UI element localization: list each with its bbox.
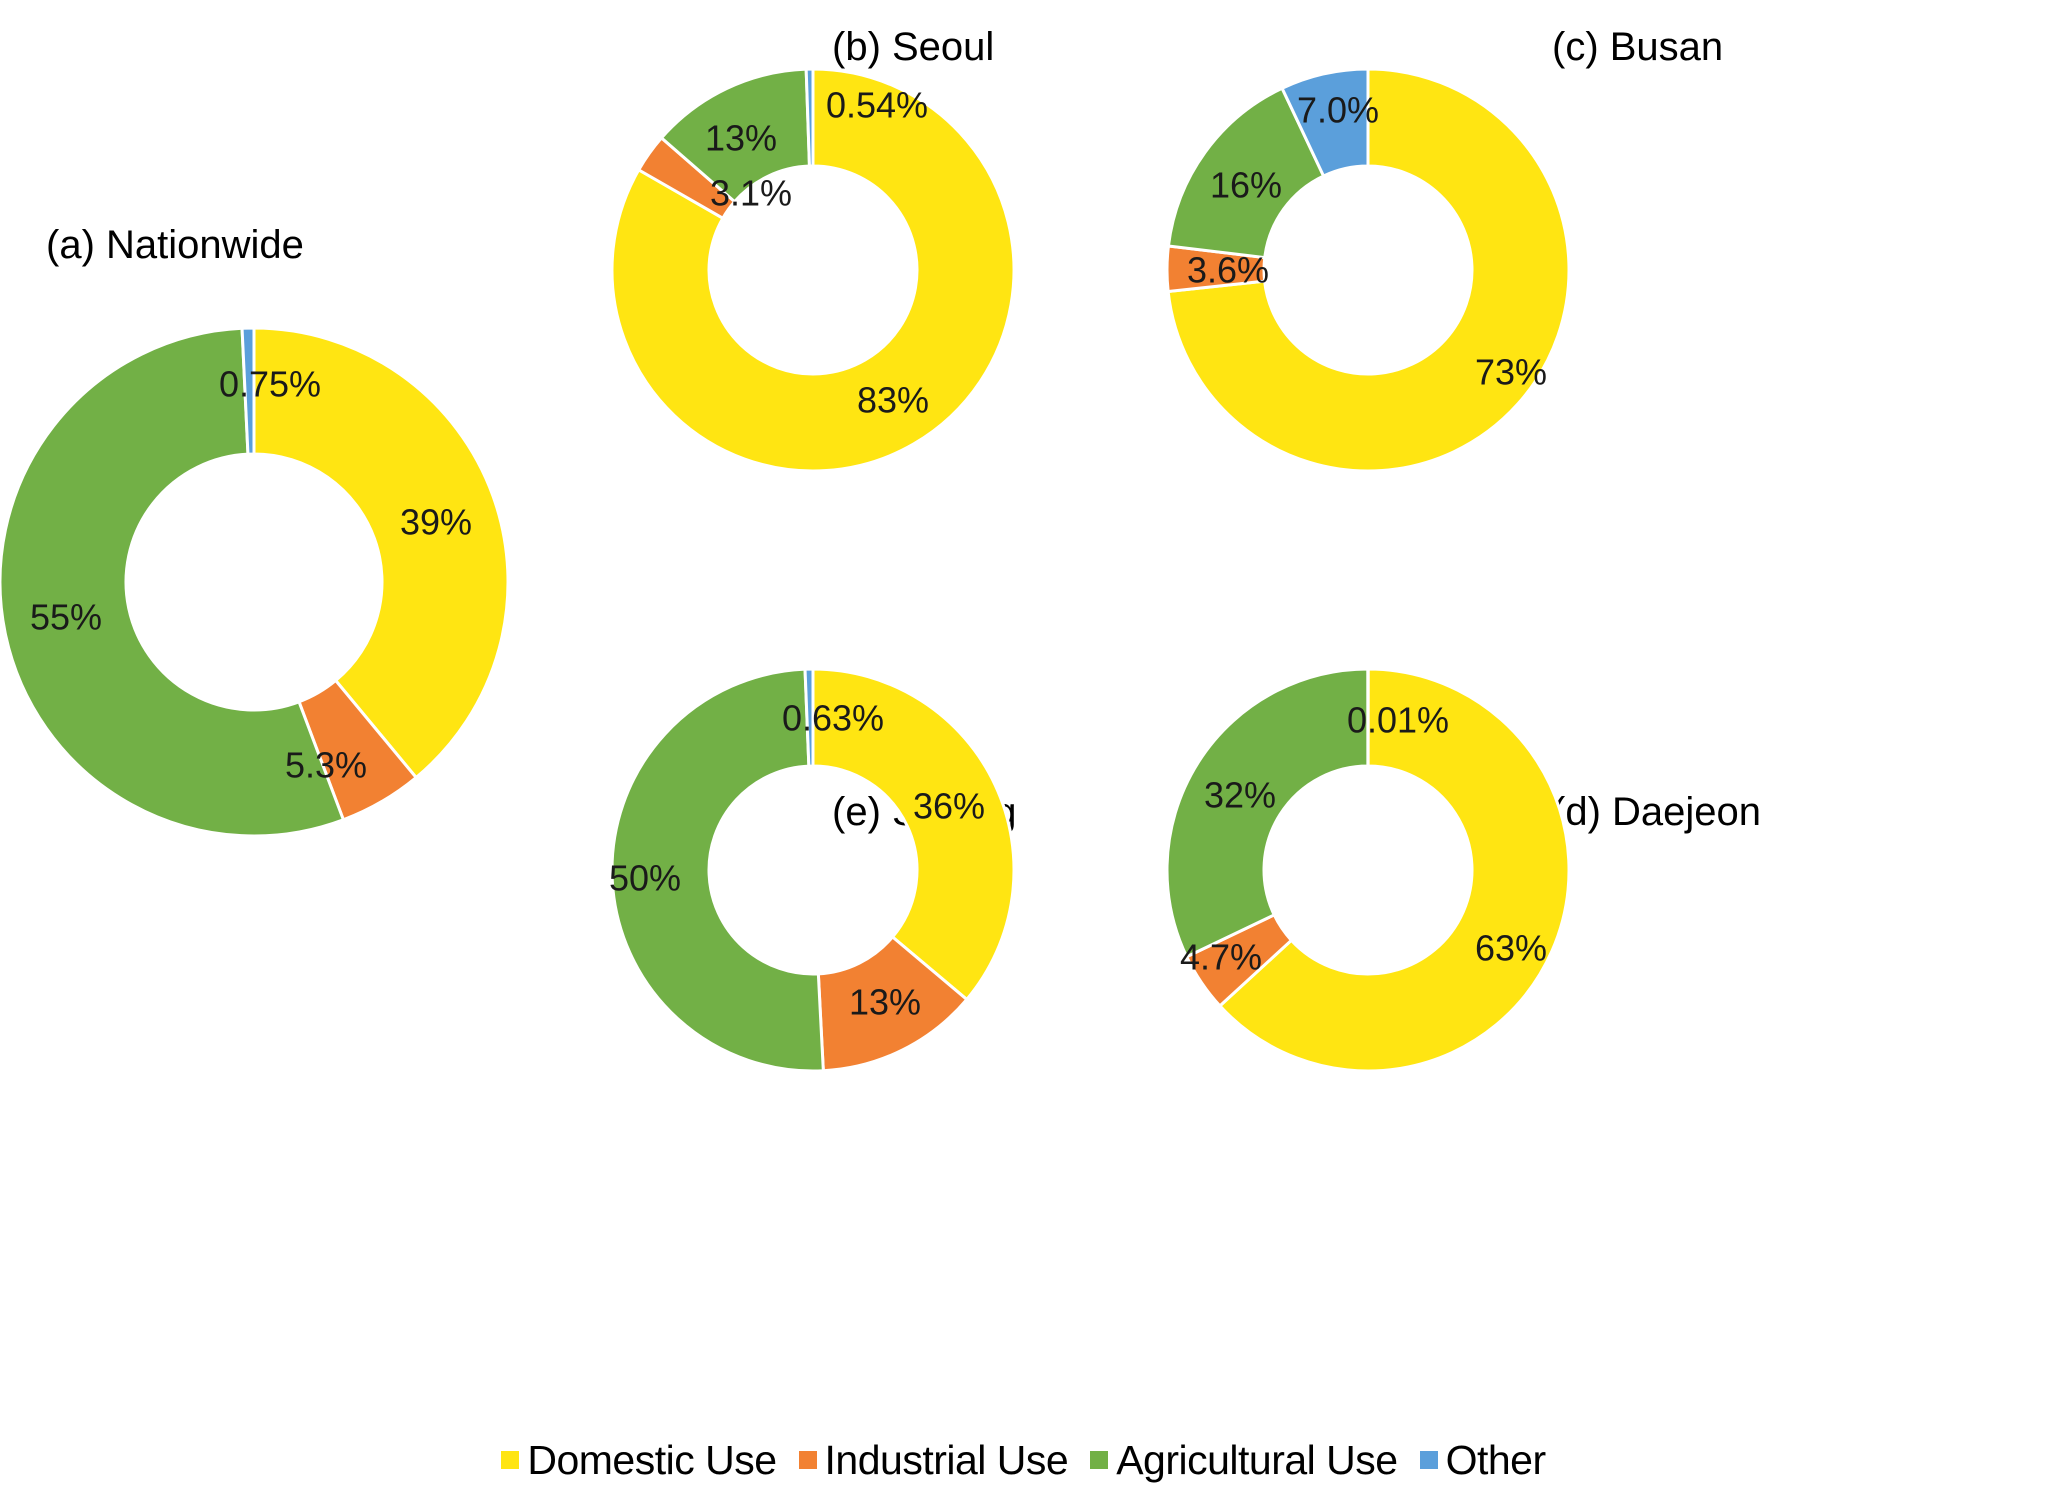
legend-label-domestic: Domestic Use <box>527 1436 777 1483</box>
data-label-domestic-use: 63% <box>1475 928 1547 969</box>
data-label-agricultural-use: 16% <box>1210 165 1282 206</box>
data-label-other: 7.0% <box>1297 90 1379 131</box>
legend-swatch-agricultural <box>1090 1451 1109 1469</box>
slice-other <box>240 326 256 456</box>
data-label-agricultural-use: 32% <box>1204 775 1276 816</box>
slice-domestic-use <box>1166 67 1571 473</box>
slice-domestic-use <box>252 326 510 780</box>
slice-domestic-use <box>610 67 1016 473</box>
chart-title: (a) Nationwide <box>46 223 304 267</box>
donut-chart-sejong: (e) Sejong36%13%50%0.63% <box>609 667 1017 1073</box>
donut-chart-seoul: (b) Seoul 83% 3.1% 13% 0.54% <box>610 25 1016 473</box>
data-label-other: 0.75% <box>219 364 321 405</box>
data-label-domestic-use: 39% <box>400 502 472 543</box>
slice-domestic-use <box>1217 667 1571 1073</box>
data-label-domestic-use: 73% <box>1475 352 1547 393</box>
donut-chart-daejeon: (d) Daejeon 63% 4.7% 32% 0.01% <box>1165 667 1761 1073</box>
slice-agricultural-use <box>1165 667 1370 959</box>
legend-label-agricultural: Agricultural Use <box>1116 1436 1398 1483</box>
data-label-industrial-use: 13% <box>849 982 921 1023</box>
legend-item-agricultural: Agricultural Use <box>1090 1436 1398 1484</box>
slice-agricultural-use <box>610 667 825 1073</box>
slice-agricultural-use <box>0 326 346 838</box>
data-label-industrial-use: 5.3% <box>285 745 367 786</box>
slice-agricultural-use <box>1166 86 1326 260</box>
slice-other <box>803 667 815 768</box>
donut-chart-nationwide: (a) Nationwide 39% 5.3% 55% 0.75% <box>0 223 510 838</box>
data-label-industrial-use: 4.7% <box>1180 937 1262 978</box>
chart-title: (b) Seoul <box>832 25 994 69</box>
data-label-industrial-use: 3.6% <box>1187 250 1269 291</box>
legend-label-industrial: Industrial Use <box>824 1436 1069 1483</box>
legend-swatch-other <box>1419 1451 1438 1469</box>
legend-label-other: Other <box>1445 1436 1547 1483</box>
slice-domestic-use <box>811 667 1016 1002</box>
data-label-other: 0.01% <box>1347 700 1449 741</box>
legend: Domestic Use Industrial Use Agricultural… <box>0 1432 2047 1488</box>
chart-title: (d) Daejeon <box>1552 790 1761 834</box>
slice-other <box>804 67 815 168</box>
data-label-domestic-use: 83% <box>857 380 929 421</box>
data-label-agricultural-use: 55% <box>30 597 102 638</box>
legend-item-other: Other <box>1419 1436 1547 1484</box>
slice-other <box>1280 67 1370 178</box>
data-label-other: 0.63% <box>782 698 884 739</box>
donut-chart-busan: (c) Busan 73% 3.6% 16% 7.0% <box>1165 25 1723 473</box>
data-label-domestic-use: 36% <box>913 786 985 827</box>
legend-swatch-domestic <box>501 1451 520 1469</box>
data-label-other: 0.54% <box>826 85 928 126</box>
chart-title: (c) Busan <box>1552 25 1723 69</box>
data-label-agricultural-use: 13% <box>705 118 777 159</box>
legend-item-industrial: Industrial Use <box>798 1436 1069 1484</box>
data-label-industrial-use: 3.1% <box>710 173 792 214</box>
data-label-agricultural-use: 50% <box>609 858 681 899</box>
legend-swatch-industrial <box>798 1451 817 1469</box>
legend-item-domestic: Domestic Use <box>501 1436 777 1484</box>
